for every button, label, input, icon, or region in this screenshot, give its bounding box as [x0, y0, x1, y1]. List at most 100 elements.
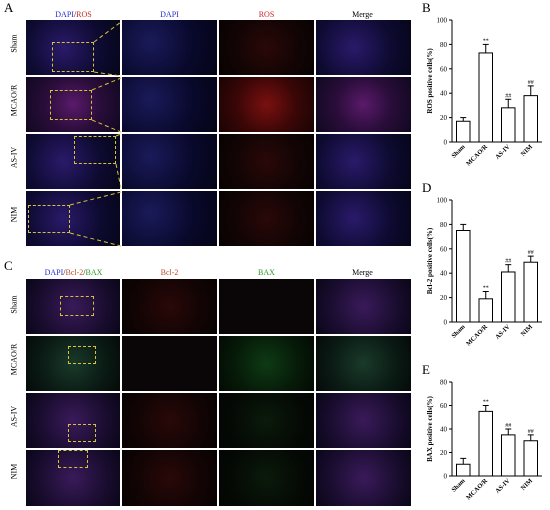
header-sep: / — [83, 268, 86, 277]
panel-c-header-merge-channels: DAPI/Bcl-2/BAX — [26, 268, 121, 277]
micrograph-c-nim-bcl2 — [121, 449, 218, 507]
significance-label: ** — [483, 286, 489, 292]
micrograph-c-sham-bcl2 — [121, 278, 218, 335]
micrograph-a-sham-dapi — [121, 19, 218, 76]
y-tick-label: 40 — [440, 426, 448, 434]
panel-c-header-merge: Merge — [352, 268, 373, 277]
y-tick-label: 80 — [440, 221, 448, 229]
micrograph-c-mcao-bax — [218, 335, 315, 392]
zoom-box-c-sham — [60, 296, 94, 316]
x-tick-label: MCAO/R — [465, 143, 489, 167]
y-tick-label: 60 — [440, 245, 448, 253]
bar — [456, 463, 471, 477]
zoom-box-c-mcao — [68, 346, 96, 364]
panel-letter-e: E — [422, 362, 430, 377]
micrograph-a-nim-overview — [25, 190, 121, 247]
micrograph-c-mcao-merge — [315, 335, 412, 392]
micrograph-a-asiv-merge — [315, 133, 412, 190]
header-sep: / — [73, 10, 77, 19]
x-tick-label: MCAO/R — [465, 477, 489, 501]
zoom-box-a-nim — [28, 205, 70, 233]
bar — [478, 298, 493, 323]
header-sep: / — [63, 268, 66, 277]
x-tick-label: Sham — [450, 323, 467, 340]
micrograph-a-nim-ros — [218, 190, 315, 247]
y-tick-label: 60 — [440, 402, 448, 410]
micrograph-c-sham-overview — [25, 278, 121, 335]
panel-a-header-merge: Merge — [352, 10, 373, 19]
header-dapi-label: DAPI — [44, 268, 64, 277]
x-tick-label: NIM — [520, 143, 534, 157]
micrograph-a-asiv-dapi — [121, 133, 218, 190]
y-tick-label: 20 — [440, 114, 448, 122]
panel-letter-b: B — [422, 0, 431, 15]
micrograph-c-sham-merge — [315, 278, 412, 335]
x-tick-label: NIM — [520, 323, 534, 337]
y-axis-label: Bcl-2 positive cells(%) — [426, 227, 434, 294]
y-tick-label: 40 — [440, 270, 448, 278]
panel-letter-d: D — [422, 180, 432, 195]
micrograph-c-asiv-bax — [218, 392, 315, 449]
micrograph-a-nim-dapi — [121, 190, 218, 247]
x-tick-label: NIM — [520, 477, 534, 491]
significance-label: ## — [528, 429, 534, 435]
bar — [478, 52, 493, 143]
panel-letter-a: A — [4, 0, 14, 15]
bar — [456, 230, 471, 323]
y-tick-label: 0 — [444, 473, 448, 481]
micrograph-c-nim-merge — [315, 449, 412, 507]
header-dapi-label: DAPI — [55, 10, 74, 19]
zoom-box-c-nim — [58, 450, 88, 468]
bar — [523, 95, 538, 143]
panel-a-header-dapi-ros: DAPI/ROS — [26, 10, 121, 19]
micrograph-c-sham-bax — [218, 278, 315, 335]
bar — [501, 434, 516, 477]
significance-label: ## — [505, 259, 511, 265]
y-tick-label: 100 — [437, 17, 448, 25]
bar — [523, 440, 538, 477]
panel-c-row-asiv: AS-IV — [9, 405, 19, 428]
micrograph-c-asiv-overview — [25, 392, 121, 449]
micrograph-a-sham-ros — [218, 19, 315, 76]
x-tick-label: AS-IV — [494, 477, 512, 495]
chart-e: 0 20 40 60 80 BAX positive cells(%) Sham ** MCAO… — [426, 379, 542, 502]
panel-c-header-bax: BAX — [258, 268, 275, 277]
panel-a-header-dapi: DAPI — [160, 10, 179, 19]
micrograph-a-asiv-overview — [25, 133, 121, 190]
panel-c-row-nim: NIM — [9, 463, 19, 480]
panel-letter-c: C — [4, 258, 13, 273]
panel-c-header-bcl2: Bcl-2 — [160, 268, 179, 277]
x-tick-label: Sham — [450, 477, 467, 494]
x-tick-label: AS-IV — [494, 323, 512, 341]
significance-label: ## — [505, 423, 511, 429]
header-ros-label: ROS — [76, 10, 92, 19]
bar — [501, 107, 516, 143]
y-tick-label: 20 — [440, 449, 448, 457]
zoom-box-a-mcao — [50, 90, 92, 120]
micrograph-a-nim-merge — [315, 190, 412, 247]
y-tick-label: 0 — [444, 319, 448, 327]
y-tick-label: 80 — [440, 41, 448, 49]
y-tick-label: 60 — [440, 65, 448, 73]
bar — [523, 261, 538, 323]
y-tick-label: 100 — [437, 197, 448, 205]
significance-label: ## — [528, 80, 534, 86]
x-tick-label: Sham — [450, 143, 467, 160]
significance-label: ## — [528, 250, 534, 256]
micrograph-a-mcao-merge — [315, 76, 412, 133]
micrograph-c-nim-overview — [25, 449, 121, 507]
y-axis-label: ROS positive cells(%) — [426, 48, 434, 114]
y-axis-label: BAX positive cells(%) — [426, 395, 434, 461]
micrograph-a-sham-overview — [25, 19, 121, 76]
zoom-box-a-asiv — [74, 136, 116, 164]
y-tick-label: 40 — [440, 90, 448, 98]
significance-label: ** — [483, 400, 489, 406]
panel-c-row-sham: Sham — [9, 295, 19, 314]
chart-d: 0 20 40 60 80 100 Bcl-2 positive cells(%) Sham *… — [426, 197, 542, 348]
micrograph-c-mcao-bcl2 — [121, 335, 218, 392]
chart-b: 0 20 40 60 80 100 ROS positive cells(%) Sham ** M… — [426, 17, 542, 168]
header-bax-label: BAX — [85, 268, 103, 277]
y-tick-label: 20 — [440, 294, 448, 302]
y-tick-label: 80 — [440, 379, 448, 387]
zoom-box-a-sham — [52, 42, 94, 72]
